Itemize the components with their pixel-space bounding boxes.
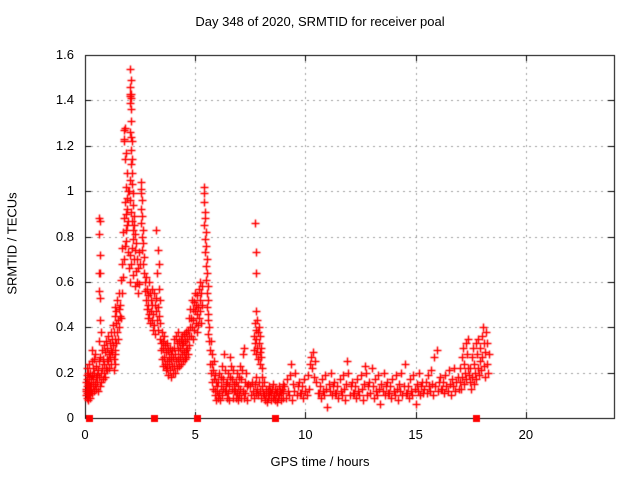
y-tick-label: 0.4	[55, 319, 74, 335]
y-tick-label: 0.8	[55, 228, 74, 244]
y-tick-label: 0	[66, 410, 74, 425]
x-axis-label: GPS time / hours	[270, 454, 370, 469]
y-tick-label: 0.2	[55, 364, 74, 380]
x-tick-label: 15	[408, 427, 423, 442]
y-tick-label: 1.4	[55, 92, 74, 108]
y-tick-label: 1	[66, 183, 74, 199]
x-tick-label: 20	[518, 427, 534, 442]
x-tick-label: 0	[81, 427, 89, 442]
x-tick-label: 5	[191, 427, 199, 442]
x-tick-label: 10	[298, 427, 313, 442]
y-tick-label: 1.6	[55, 47, 74, 62]
y-tick-label: 0.6	[55, 273, 74, 289]
y-tick-label: 1.2	[55, 137, 74, 153]
chart-title: Day 348 of 2020, SRMTID for receiver poa…	[195, 14, 445, 29]
